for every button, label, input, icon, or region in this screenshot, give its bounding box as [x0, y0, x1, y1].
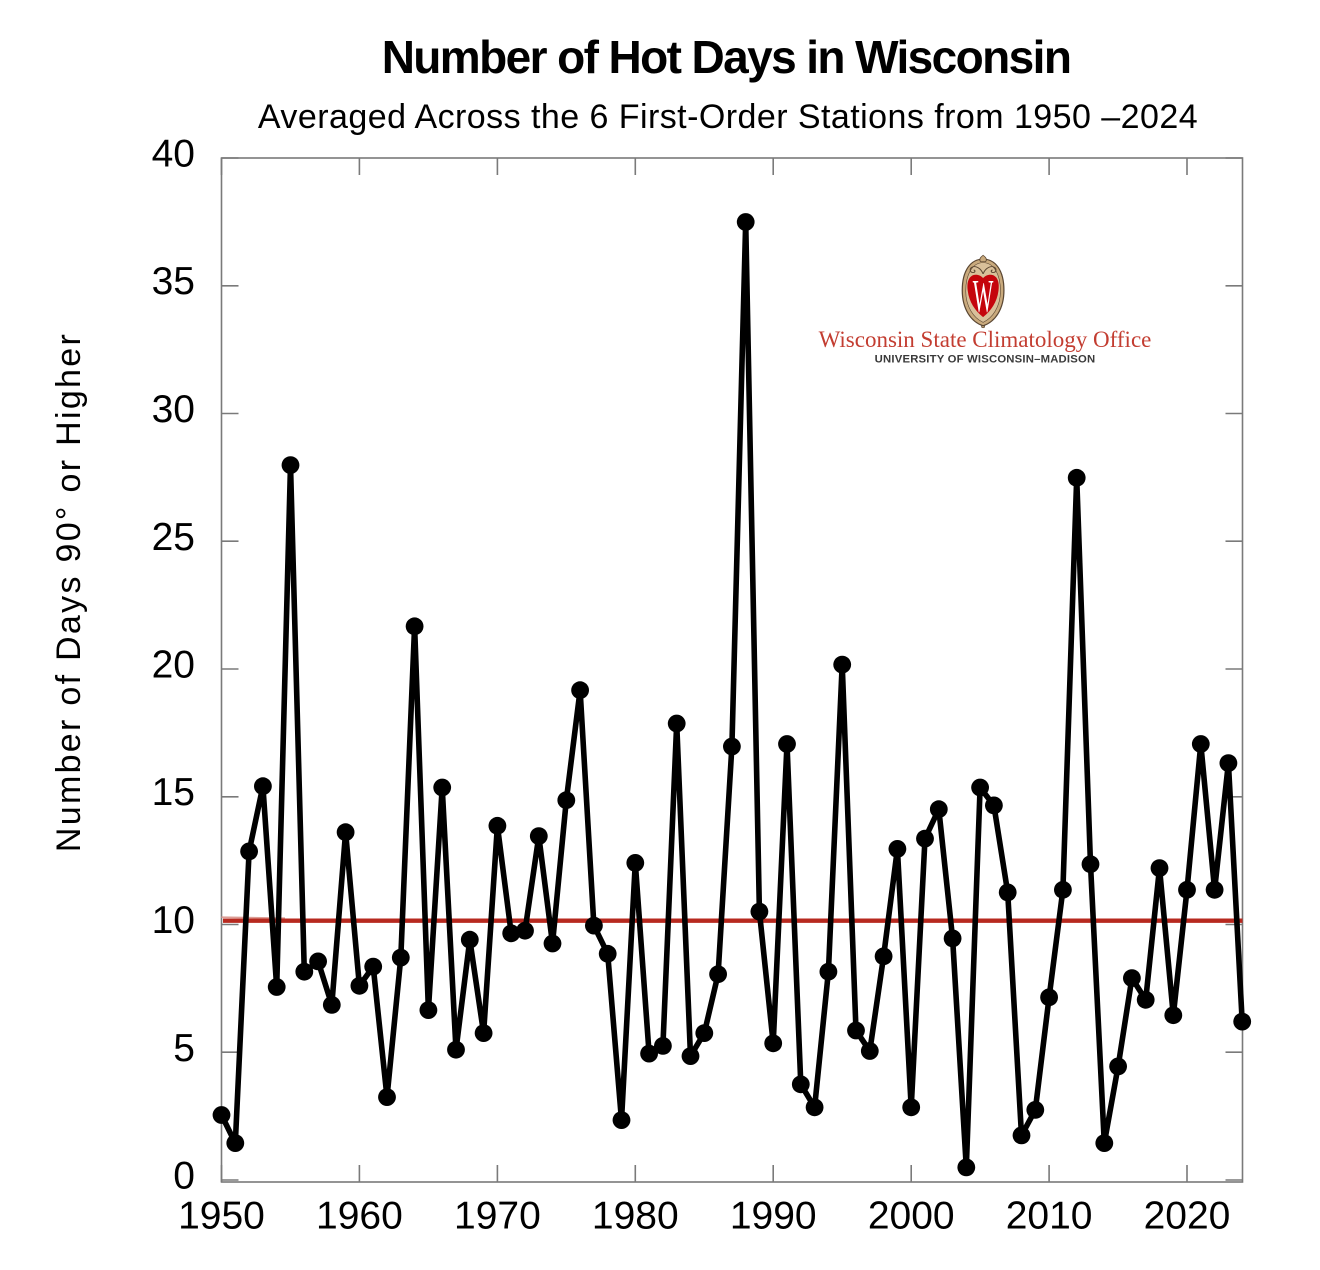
- svg-text:1960: 1960: [316, 1195, 403, 1238]
- svg-text:2010: 2010: [1006, 1195, 1093, 1238]
- svg-text:1980: 1980: [592, 1195, 679, 1238]
- svg-text:1950: 1950: [178, 1195, 265, 1238]
- svg-text:35: 35: [152, 260, 195, 303]
- svg-text:30: 30: [152, 388, 195, 431]
- svg-text:2020: 2020: [1144, 1195, 1231, 1238]
- svg-text:UNIVERSITY OF WISCONSIN–MADISO: UNIVERSITY OF WISCONSIN–MADISON: [875, 354, 1096, 366]
- svg-text:15: 15: [152, 771, 195, 814]
- svg-text:W: W: [973, 271, 994, 322]
- svg-text:40: 40: [152, 133, 195, 176]
- svg-text:Number of Days 90° or Higher: Number of Days 90° or Higher: [50, 332, 88, 852]
- svg-text:20: 20: [152, 644, 195, 687]
- svg-text:2000: 2000: [868, 1195, 955, 1238]
- svg-text:10: 10: [152, 899, 195, 942]
- svg-text:1990: 1990: [730, 1195, 817, 1238]
- svg-text:Number of Hot Days in Wisconsi: Number of Hot Days in Wisconsin: [382, 31, 1071, 83]
- svg-text:25: 25: [152, 516, 195, 559]
- svg-text:1970: 1970: [454, 1195, 541, 1238]
- svg-text:0: 0: [173, 1155, 195, 1198]
- svg-text:5: 5: [173, 1027, 195, 1070]
- svg-text:Wisconsin State Climatology Of: Wisconsin State Climatology Office: [819, 327, 1152, 352]
- svg-text:Averaged Across the 6 First-Or: Averaged Across the 6 First-Order Statio…: [258, 98, 1198, 136]
